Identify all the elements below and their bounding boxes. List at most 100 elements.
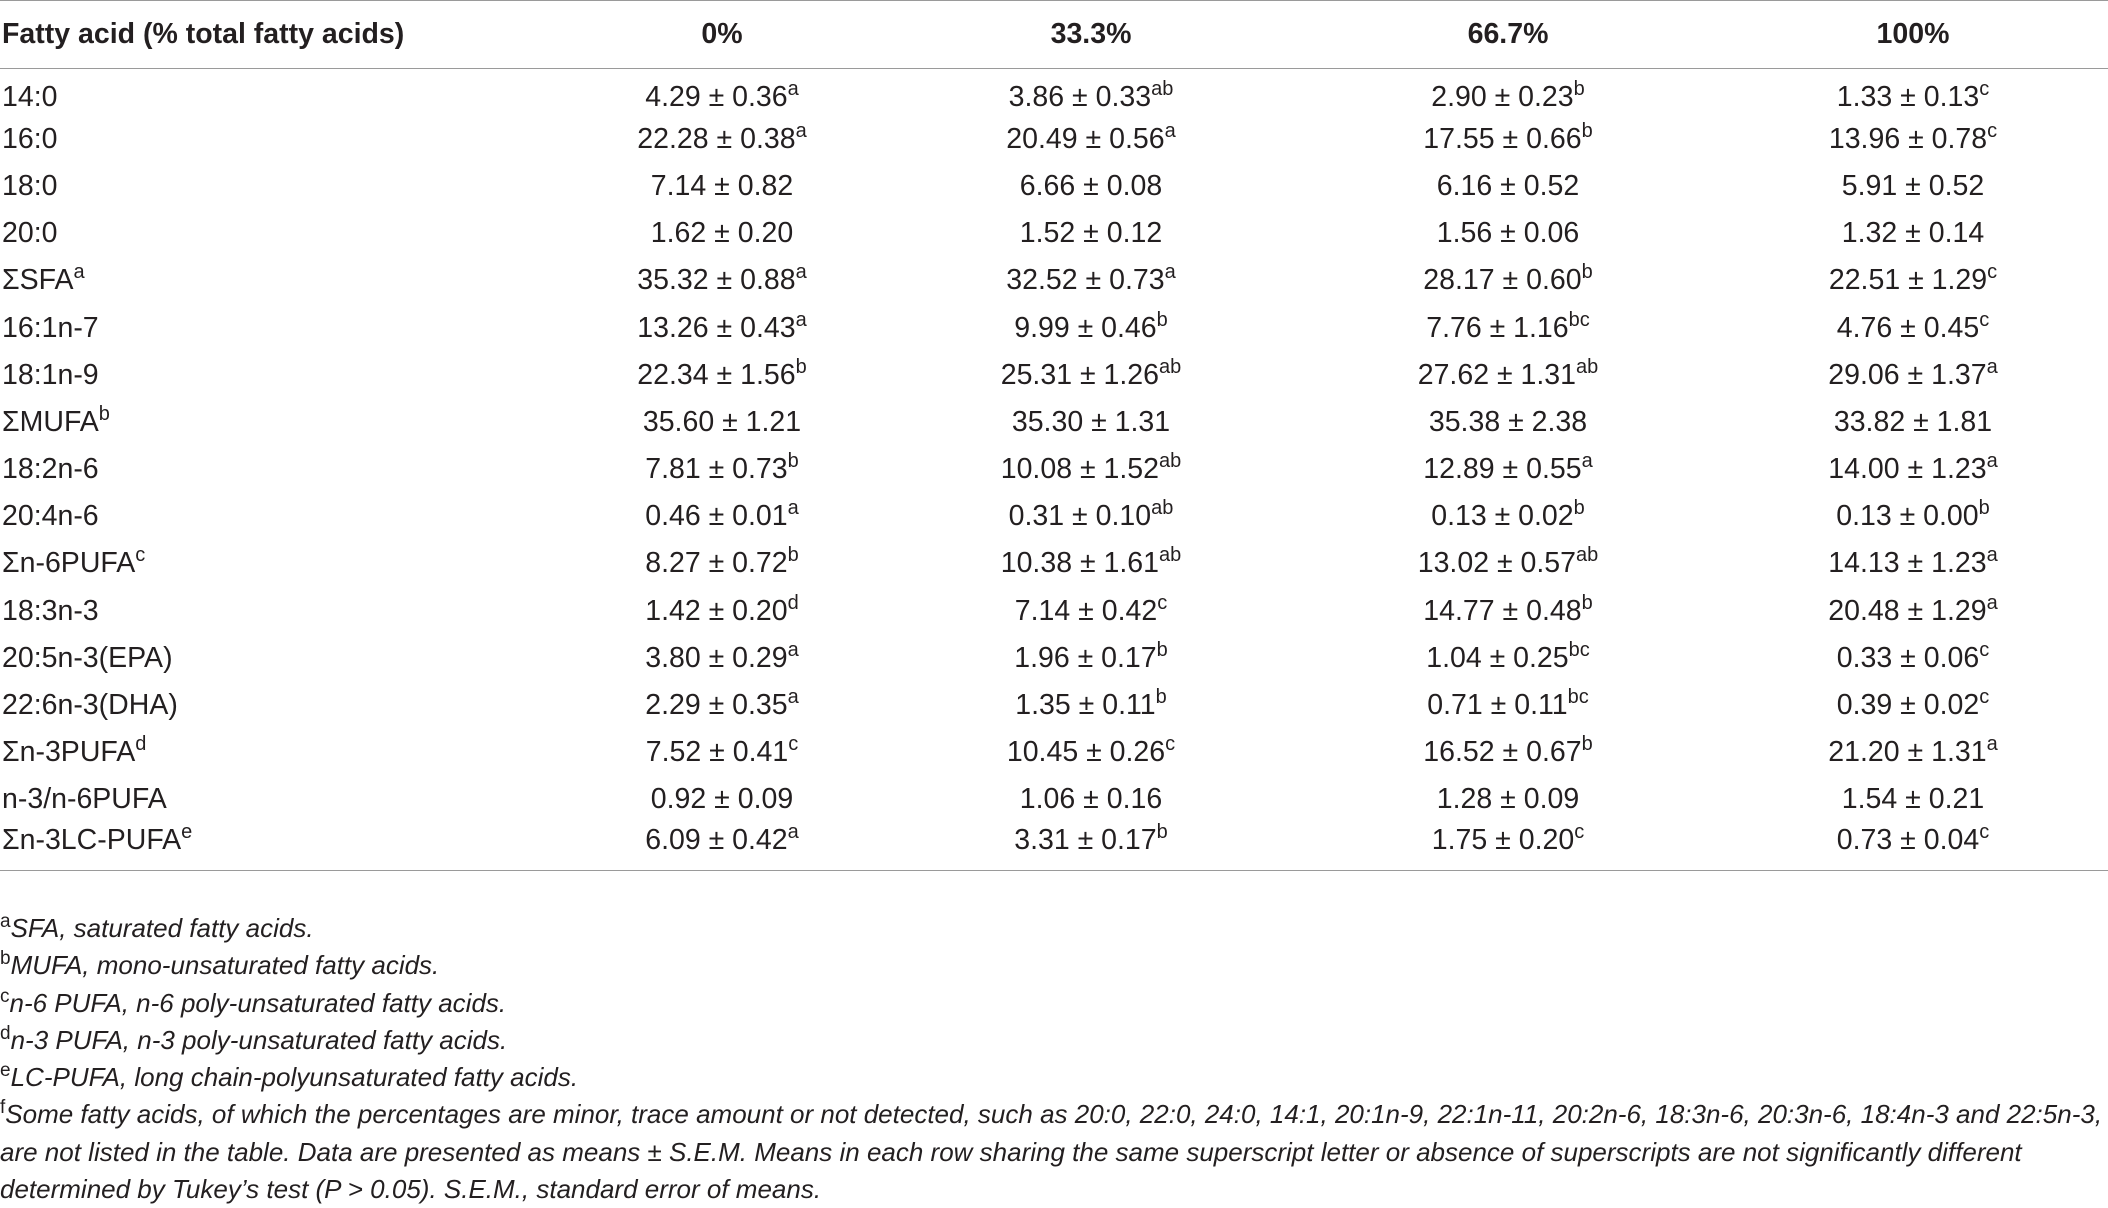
row-label: ΣSFAa	[0, 257, 560, 304]
table-body: 14:0 4.29 ± 0.36a 3.86 ± 0.33ab 2.90 ± 0.23…	[0, 69, 2108, 872]
value-cell: 1.54 ± 0.21	[1718, 776, 2108, 823]
significance-letter: bc	[1568, 638, 1590, 661]
significance-letter: b	[1581, 733, 1593, 756]
table-row: 18:0 7.14 ± 0.82 6.66 ± 0.08 6.16 ± 0.52 5.9…	[0, 163, 2108, 210]
table-row: 22:6n-3(DHA) 2.29 ± 0.35a 1.35 ± 0.11b 0.71…	[0, 682, 2108, 729]
value-cell: 7.52 ± 0.41c	[560, 729, 884, 776]
mean-sem-value: 0.39 ± 0.02	[1836, 689, 1980, 722]
value-cell: 16.52 ± 0.67b	[1298, 729, 1718, 776]
mean-sem-value: 1.62 ± 0.20	[650, 217, 794, 250]
value-cell: 21.20 ± 1.31a	[1718, 729, 2108, 776]
significance-letter: a	[795, 119, 807, 142]
value-cell: 1.33 ± 0.13c	[1718, 69, 2108, 116]
mean-sem-value: 2.90 ± 0.23	[1431, 80, 1574, 113]
value-wrap: 10.08 ± 1.52ab	[1001, 450, 1182, 486]
table-row: 16:1n-7 13.26 ± 0.43a 9.99 ± 0.46b 7.76 ± 1…	[0, 304, 2108, 351]
mean-sem-value: 0.31 ± 0.10	[1008, 500, 1152, 533]
value-cell: 13.02 ± 0.57ab	[1298, 540, 1718, 587]
value-wrap: 6.16 ± 0.52	[1437, 170, 1579, 203]
value-cell: 0.39 ± 0.02c	[1718, 682, 2108, 729]
row-label: ΣMUFAb	[0, 399, 560, 446]
row-label-text: 14:0	[2, 80, 58, 113]
value-cell: 0.71 ± 0.11bc	[1298, 682, 1718, 729]
significance-letter: a	[1986, 355, 1998, 378]
value-wrap: 35.30 ± 1.31	[1012, 406, 1170, 439]
row-label: 20:5n-3(EPA)	[0, 635, 560, 682]
significance-letter: b	[1156, 821, 1168, 844]
row-label-text: 20:0	[2, 217, 58, 250]
value-wrap: 7.81 ± 0.73b	[645, 451, 799, 486]
mean-sem-value: 1.33 ± 0.13	[1836, 80, 1980, 113]
header-100-percent: 100%	[1718, 0, 2108, 69]
value-wrap: 17.55 ± 0.66b	[1423, 121, 1592, 156]
mean-sem-value: 17.55 ± 0.66	[1423, 122, 1582, 155]
row-label-text: 22:6n-3(DHA)	[2, 689, 178, 722]
significance-letter: a	[787, 686, 799, 709]
mean-sem-value: 4.29 ± 0.36	[645, 80, 788, 113]
value-cell: 9.99 ± 0.46b	[884, 304, 1298, 351]
value-cell: 29.06 ± 1.37a	[1718, 352, 2108, 399]
mean-sem-value: 12.89 ± 0.55	[1423, 453, 1582, 486]
row-label-text: 16:0	[2, 122, 58, 155]
header-67-percent: 66.7%	[1298, 0, 1718, 69]
value-wrap: 0.39 ± 0.02c	[1836, 687, 1989, 722]
row-label-footnote-mark: b	[98, 402, 110, 425]
significance-letter: ab	[1576, 355, 1599, 378]
value-cell: 0.33 ± 0.06c	[1718, 635, 2108, 682]
value-wrap: 1.42 ± 0.20d	[645, 593, 799, 628]
row-label-footnote-mark: a	[73, 261, 85, 284]
mean-sem-value: 1.42 ± 0.20	[645, 594, 788, 627]
row-label-text: Σn-3PUFA	[2, 736, 136, 769]
value-wrap: 7.14 ± 0.42c	[1015, 591, 1168, 628]
mean-sem-value: 21.20 ± 1.31	[1828, 736, 1987, 769]
mean-sem-value: 6.16 ± 0.52	[1436, 169, 1580, 202]
mean-sem-value: 6.66 ± 0.08	[1019, 169, 1163, 202]
significance-letter: ab	[1159, 450, 1182, 473]
value-cell: 10.38 ± 1.61ab	[884, 540, 1298, 587]
value-wrap: 0.31 ± 0.10ab	[1008, 498, 1174, 533]
footnote-mark: c	[0, 985, 10, 1007]
mean-sem-value: 4.76 ± 0.45	[1836, 311, 1980, 344]
mean-sem-value: 35.60 ± 1.21	[642, 405, 802, 438]
footnote: bMUFA, mono-unsaturated fatty acids.	[0, 947, 2104, 984]
mean-sem-value: 32.52 ± 0.73	[1006, 264, 1165, 297]
value-cell: 3.31 ± 0.17b	[884, 821, 1298, 872]
value-cell: 10.45 ± 0.26c	[884, 729, 1298, 776]
significance-letter: c	[1157, 591, 1168, 614]
header-row: Fatty acid (% total fatty acids) 0% 33.3…	[0, 0, 2108, 69]
significance-letter: a	[787, 77, 799, 100]
value-wrap: 12.89 ± 0.55a	[1423, 451, 1592, 486]
mean-sem-value: 7.76 ± 1.16	[1426, 311, 1569, 344]
value-wrap: 33.82 ± 1.81	[1834, 406, 1992, 439]
value-wrap: 1.35 ± 0.11b	[1015, 687, 1166, 722]
value-cell: 0.13 ± 0.02b	[1298, 493, 1718, 540]
mean-sem-value: 0.33 ± 0.06	[1836, 641, 1980, 674]
table-row: ΣMUFAb 35.60 ± 1.21 35.30 ± 1.31 35.38 ± 2.…	[0, 399, 2108, 446]
value-cell: 14.13 ± 1.23a	[1718, 540, 2108, 587]
value-wrap: 27.62 ± 1.31ab	[1418, 355, 1599, 392]
value-wrap: 0.92 ± 0.09	[651, 783, 793, 816]
footnote: cn-6 PUFA, n-6 poly-unsaturated fatty ac…	[0, 985, 2104, 1022]
value-wrap: 1.33 ± 0.13c	[1836, 79, 1989, 114]
value-cell: 25.31 ± 1.26ab	[884, 352, 1298, 399]
significance-letter: a	[795, 261, 807, 284]
value-cell: 1.96 ± 0.17b	[884, 635, 1298, 682]
value-wrap: 13.26 ± 0.43a	[637, 310, 806, 345]
footnote-text: MUFA, mono-unsaturated fatty acids.	[10, 950, 440, 981]
significance-letter: a	[787, 497, 799, 520]
significance-letter: a	[1986, 450, 1998, 473]
mean-sem-value: 1.54 ± 0.21	[1841, 783, 1985, 816]
row-label: Σn-3LC-PUFAe	[0, 821, 560, 872]
value-wrap: 2.90 ± 0.23b	[1431, 79, 1585, 114]
significance-letter: b	[787, 544, 799, 567]
significance-letter: a	[787, 638, 799, 661]
value-cell: 5.91 ± 0.52	[1718, 163, 2108, 210]
value-wrap: 7.14 ± 0.82	[651, 170, 793, 203]
row-label-text: ΣSFA	[2, 264, 74, 297]
significance-letter: c	[1574, 821, 1585, 844]
mean-sem-value: 7.14 ± 0.82	[650, 169, 794, 202]
row-label-footnote-mark: e	[181, 821, 193, 844]
value-cell: 1.52 ± 0.12	[884, 210, 1298, 257]
value-wrap: 35.38 ± 2.38	[1429, 406, 1587, 439]
mean-sem-value: 0.71 ± 0.11	[1427, 689, 1568, 722]
